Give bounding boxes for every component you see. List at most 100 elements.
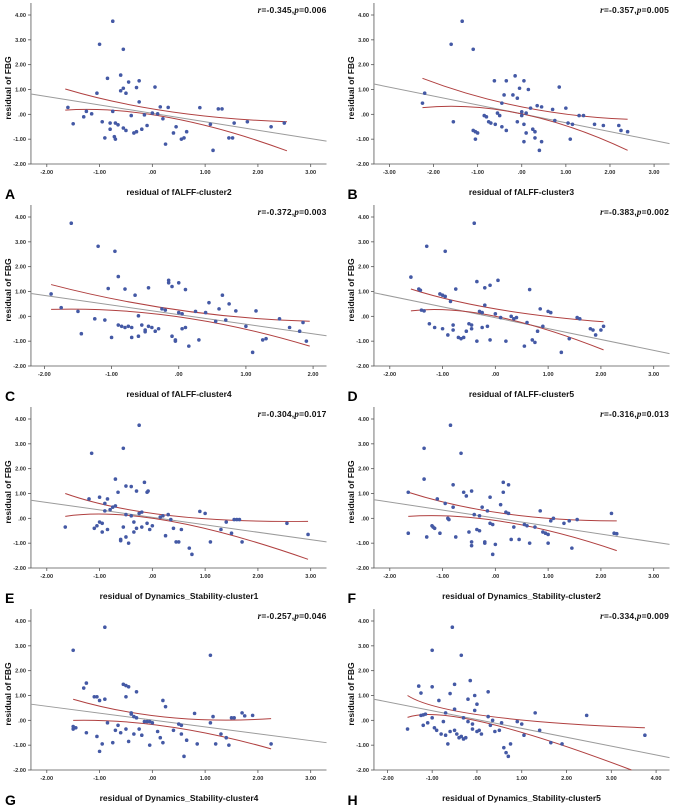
y-axis-label: residual of FBG (3, 460, 13, 524)
panel-d: -2.00 -1.00 .00 1.00 2.00 3.00 4.00 -2.00 -1.00.… (342, 202, 685, 404)
svg-text:1.00: 1.00 (15, 289, 26, 295)
svg-text:2.00: 2.00 (358, 467, 369, 473)
x-axis-label: residual of fALFF-cluster4 (126, 389, 232, 399)
svg-text:2.00: 2.00 (15, 63, 26, 69)
svg-text:2.00: 2.00 (561, 776, 572, 782)
svg-text:1.00: 1.00 (240, 372, 251, 378)
panel-letter: B (347, 186, 358, 202)
svg-text:.00: .00 (18, 718, 26, 724)
scatter-plot-c: -2.00 -1.00 .00 1.00 2.00 3.00 4.00 -2.00 -1.00.… (13, 205, 327, 378)
svg-text:4.00: 4.00 (15, 417, 26, 423)
svg-text:-1.00: -1.00 (356, 137, 369, 143)
x-axis-label: residual of Dynamics_Stability-cluster1 (99, 591, 259, 601)
r-symbol: r (257, 611, 262, 621)
x-axis-label: residual of Dynamics_Stability-cluster5 (442, 793, 601, 803)
svg-text:1.00: 1.00 (516, 776, 527, 782)
panel-b: -2.00 -1.00 .00 1.00 2.00 3.00 4.00 -3.00 -2.00 -… (342, 0, 685, 202)
r-symbol: r (600, 5, 604, 15)
svg-text:-2.00: -2.00 (356, 364, 369, 370)
correlation-annotation: r=-0.345,p=0.006 (258, 5, 327, 15)
svg-text:4.00: 4.00 (650, 776, 661, 782)
y-axis-label: residual of FBG (345, 460, 356, 524)
svg-text:.00: .00 (18, 516, 26, 522)
svg-text:4.00: 4.00 (15, 13, 26, 19)
r-value: =-0.257, (261, 611, 295, 621)
svg-text:-1.00: -1.00 (471, 170, 484, 176)
r-symbol: r (600, 207, 604, 217)
svg-text:-3.00: -3.00 (383, 170, 396, 176)
p-value: =0.017 (299, 409, 327, 419)
panel-c: -2.00 -1.00 .00 1.00 2.00 3.00 4.00 -2.00 -1.00.… (0, 202, 343, 404)
svg-text:1.00: 1.00 (542, 574, 553, 580)
svg-text:1.00: 1.00 (200, 574, 211, 580)
y-axis-label: residual of FBG (345, 662, 356, 726)
p-value: =0.009 (641, 611, 669, 621)
svg-text:.00: .00 (517, 170, 525, 176)
p-symbol: p (636, 207, 642, 217)
r-value: =-0.334, (603, 611, 637, 621)
svg-text:.00: .00 (175, 372, 183, 378)
svg-text:3.00: 3.00 (605, 776, 616, 782)
y-axis-label: residual of FBG (3, 662, 13, 726)
r-symbol: r (257, 5, 262, 15)
panel-a: -2.00 -1.00 .00 1.00 2.00 3.00 4.00 -2.00 -1.00.… (0, 0, 343, 202)
x-axis-label: residual of fALFF-cluster5 (468, 389, 575, 399)
scatter-plot-f: -2.00 -1.00 .00 1.00 2.00 3.00 4.00 -2.00 -1.00.… (356, 407, 670, 580)
svg-text:1.00: 1.00 (15, 693, 26, 699)
svg-text:-2.00: -2.00 (383, 574, 396, 580)
scatter-plot-b: -2.00 -1.00 .00 1.00 2.00 3.00 4.00 -3.00 -2.00 -… (356, 3, 670, 176)
svg-text:-1.00: -1.00 (93, 776, 106, 782)
panel-letter: E (5, 590, 15, 606)
svg-text:-1.00: -1.00 (93, 170, 106, 176)
svg-text:4.00: 4.00 (15, 215, 26, 221)
r-symbol: r (257, 409, 262, 419)
svg-text:-1.00: -1.00 (436, 574, 449, 580)
svg-text:1.00: 1.00 (200, 776, 211, 782)
svg-text:-1.00: -1.00 (425, 776, 438, 782)
svg-text:.00: .00 (148, 574, 156, 580)
panel-letter: H (347, 792, 358, 808)
correlation-annotation: r=-0.316,p=0.013 (600, 409, 669, 419)
correlation-annotation: r=-0.372,p=0.003 (258, 207, 327, 217)
svg-text:3.00: 3.00 (305, 170, 316, 176)
x-axis-label: residual of Dynamics_Stability-cluster4 (99, 793, 259, 803)
x-axis-label: residual of Dynamics_Stability-cluster2 (442, 591, 601, 601)
svg-text:.00: .00 (361, 516, 369, 522)
svg-text:2.00: 2.00 (15, 265, 26, 271)
panel-letter: C (5, 388, 16, 404)
svg-text:1.00: 1.00 (358, 289, 369, 295)
svg-text:-1.00: -1.00 (13, 743, 26, 749)
svg-text:2.00: 2.00 (15, 669, 26, 675)
svg-text:-2.00: -2.00 (427, 170, 440, 176)
r-value: =-0.372, (261, 207, 295, 217)
p-symbol: p (294, 611, 300, 621)
svg-text:3.00: 3.00 (15, 38, 26, 44)
scatter-plot-d: -2.00 -1.00 .00 1.00 2.00 3.00 4.00 -2.00 -1.00.… (356, 205, 670, 378)
svg-text:3.00: 3.00 (648, 372, 659, 378)
scatter-plot-g: -2.00 -1.00 .00 1.00 2.00 3.00 4.00 -2.00 -1.00.… (13, 609, 327, 782)
svg-text:.00: .00 (18, 314, 26, 320)
y-axis-label: residual of FBG (3, 56, 13, 120)
svg-text:3.00: 3.00 (648, 170, 659, 176)
correlation-annotation: r=-0.304,p=0.017 (258, 409, 327, 419)
svg-text:3.00: 3.00 (358, 38, 369, 44)
p-symbol: p (294, 207, 300, 217)
svg-text:.00: .00 (361, 112, 369, 118)
svg-text:2.00: 2.00 (595, 372, 606, 378)
svg-text:1.00: 1.00 (200, 170, 211, 176)
svg-text:2.00: 2.00 (595, 574, 606, 580)
panel-h: -2.00 -1.00 .00 1.00 2.00 3.00 4.00 -2.00 -1.00.… (342, 606, 685, 808)
svg-text:-1.00: -1.00 (13, 137, 26, 143)
p-symbol: p (294, 5, 300, 15)
svg-text:.00: .00 (18, 112, 26, 118)
svg-text:.00: .00 (361, 314, 369, 320)
svg-text:-2.00: -2.00 (383, 372, 396, 378)
svg-text:-2.00: -2.00 (38, 372, 51, 378)
panel-letter: A (5, 186, 16, 202)
p-value: =0.006 (299, 5, 327, 15)
svg-text:-2.00: -2.00 (356, 566, 369, 572)
svg-text:-2.00: -2.00 (13, 566, 26, 572)
svg-text:3.00: 3.00 (15, 644, 26, 650)
r-value: =-0.383, (603, 207, 637, 217)
svg-text:-2.00: -2.00 (381, 776, 394, 782)
